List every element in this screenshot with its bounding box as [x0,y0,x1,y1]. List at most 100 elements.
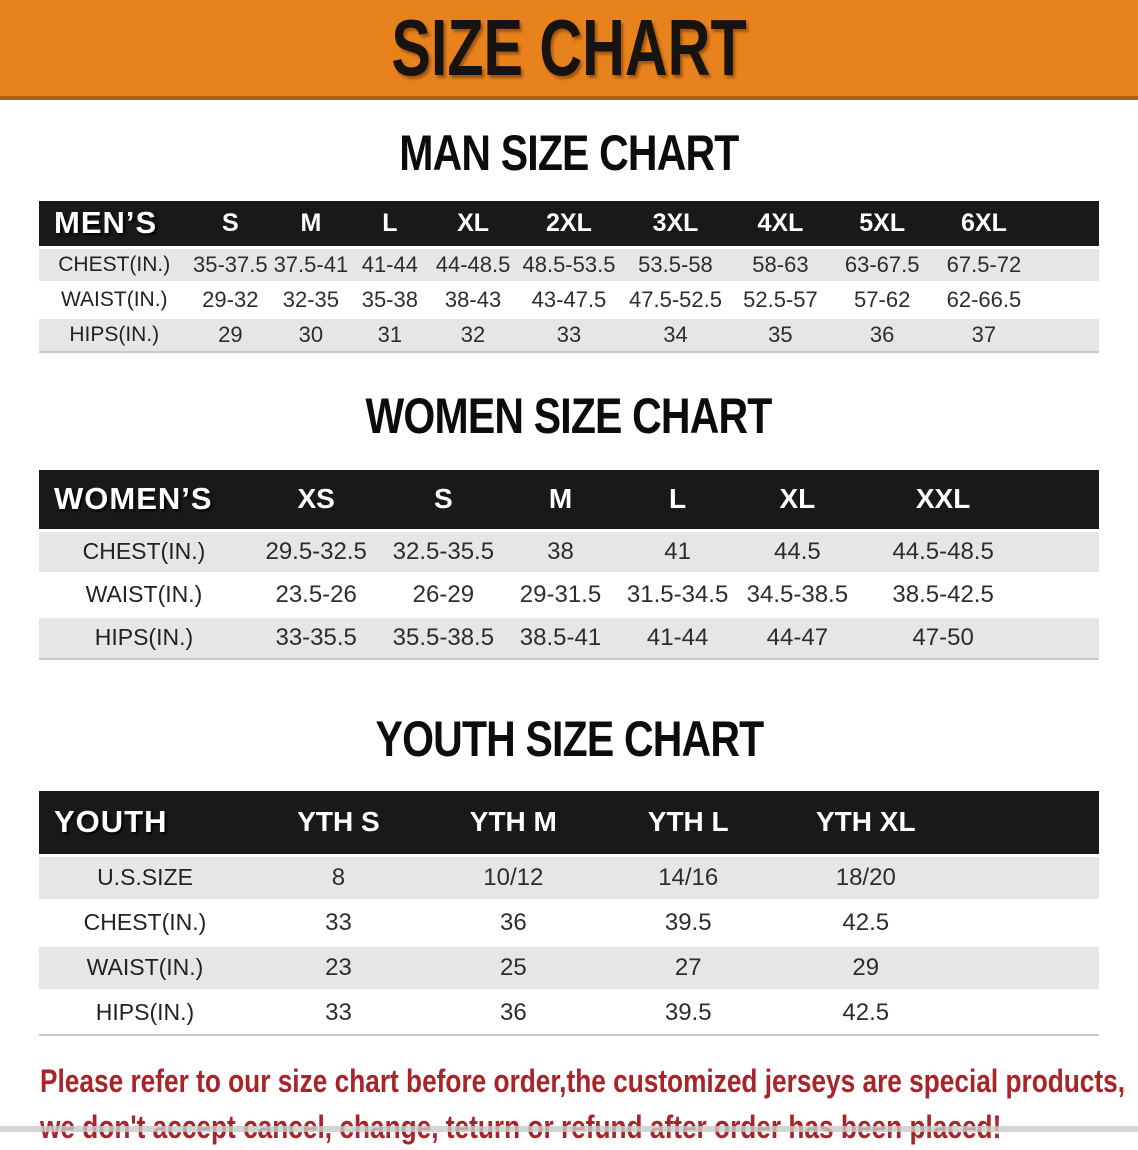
size-cell: 38.5-42.5 [857,573,1029,616]
size-cell: 41-44 [350,247,430,282]
youth-section-title: YOUTH SIZE CHART [0,710,1138,768]
youth-corner-label: YOUTH [39,791,251,855]
table-row: HIPS(IN.) 33-35.5 35.5-38.5 38.5-41 41-4… [39,616,1099,659]
size-cell: 33 [251,900,426,945]
size-col-header: 5XL [830,201,934,247]
spacer-cell [955,791,1099,855]
size-cell: 42.5 [775,900,956,945]
women-section-title-text: WOMEN SIZE CHART [366,388,773,444]
banner-title: SIZE CHART [391,3,747,92]
spacer-cell [955,855,1099,900]
man-section-title: MAN SIZE CHART [0,124,1138,182]
size-cell: 32 [429,317,518,352]
mens-corner-label: MEN’S [39,201,190,247]
size-col-header: XS [248,470,384,530]
size-col-header: 6XL [933,201,1035,247]
size-cell: 44.5 [737,530,858,573]
size-col-header: YTH M [425,791,601,855]
size-cell: 31.5-34.5 [617,573,738,616]
size-cell: 25 [425,945,601,990]
table-row: CHEST(IN.) 29.5-32.5 32.5-35.5 38 41 44.… [39,530,1099,573]
size-cell: 26-29 [383,573,504,616]
table-row: HIPS(IN.) 33 36 39.5 42.5 [39,990,1099,1035]
size-col-header: YTH S [251,791,426,855]
size-cell: 35-37.5 [189,247,272,282]
row-label: WAIST(IN.) [39,573,249,616]
size-cell: 34 [620,317,731,352]
size-cell: 44.5-48.5 [857,530,1029,573]
size-cell: 39.5 [600,990,776,1035]
size-col-header: 4XL [730,201,831,247]
size-cell: 8 [251,855,426,900]
size-col-header: 2XL [517,201,621,247]
size-cell: 33 [251,990,426,1035]
size-cell: 32.5-35.5 [383,530,504,573]
size-cell: 23.5-26 [248,573,384,616]
size-cell: 37.5-41 [271,247,351,282]
size-cell: 39.5 [600,900,776,945]
bottom-edge-strip [0,1126,1138,1132]
youth-section-title-text: YOUTH SIZE CHART [375,711,764,767]
size-col-header: XL [737,470,858,530]
spacer-cell [1034,247,1099,282]
size-col-header: L [350,201,430,247]
row-label: CHEST(IN.) [39,900,251,945]
size-cell: 37 [933,317,1035,352]
row-label: WAIST(IN.) [39,282,190,317]
size-cell: 35 [730,317,831,352]
row-label: CHEST(IN.) [39,530,249,573]
size-cell: 38-43 [429,282,518,317]
spacer-cell [1034,201,1099,247]
size-col-header: S [383,470,504,530]
spacer-cell [1034,317,1099,352]
mens-size-table: MEN’S S M L XL 2XL 3XL 4XL 5XL 6XL CHEST… [39,201,1099,353]
disclaimer-line-1: Please refer to our size chart before or… [40,1063,1126,1099]
size-cell: 62-66.5 [933,282,1035,317]
row-label: HIPS(IN.) [39,990,251,1035]
size-cell: 47-50 [857,616,1029,659]
size-cell: 36 [830,317,934,352]
spacer-cell [1028,530,1099,573]
size-cell: 53.5-58 [620,247,731,282]
size-cell: 41 [617,530,738,573]
spacer-cell [955,990,1099,1035]
man-section-title-text: MAN SIZE CHART [399,125,739,181]
womens-size-table: WOMEN’S XS S M L XL XXL CHEST(IN.) 29.5-… [39,470,1099,660]
size-cell: 47.5-52.5 [620,282,731,317]
size-cell: 67.5-72 [933,247,1035,282]
spacer-cell [1028,616,1099,659]
size-col-header: XXL [857,470,1029,530]
row-label: WAIST(IN.) [39,945,251,990]
table-row: HIPS(IN.) 29 30 31 32 33 34 35 36 37 [39,317,1099,352]
size-col-header: L [617,470,738,530]
size-cell: 63-67.5 [830,247,934,282]
youth-header-row: YOUTH YTH S YTH M YTH L YTH XL [39,791,1099,855]
size-col-header: XL [429,201,518,247]
table-row: CHEST(IN.) 35-37.5 37.5-41 41-44 44-48.5… [39,247,1099,282]
size-cell: 42.5 [775,990,956,1035]
size-cell: 27 [600,945,776,990]
size-cell: 43-47.5 [517,282,621,317]
size-cell: 33 [517,317,621,352]
size-cell: 44-47 [737,616,858,659]
size-cell: 52.5-57 [730,282,831,317]
womens-header-row: WOMEN’S XS S M L XL XXL [39,470,1099,530]
size-cell: 44-48.5 [429,247,518,282]
spacer-cell [1028,470,1099,530]
size-col-header: M [503,470,618,530]
mens-header-row: MEN’S S M L XL 2XL 3XL 4XL 5XL 6XL [39,201,1099,247]
size-cell: 38 [503,530,618,573]
size-cell: 36 [425,990,601,1035]
size-cell: 29-32 [189,282,272,317]
size-cell: 14/16 [600,855,776,900]
size-cell: 29 [189,317,272,352]
size-cell: 23 [251,945,426,990]
size-cell: 29.5-32.5 [248,530,384,573]
size-cell: 41-44 [617,616,738,659]
size-cell: 36 [425,900,601,945]
size-cell: 58-63 [730,247,831,282]
youth-size-table: YOUTH YTH S YTH M YTH L YTH XL U.S.SIZE … [39,791,1099,1036]
spacer-cell [1034,282,1099,317]
table-row: WAIST(IN.) 23 25 27 29 [39,945,1099,990]
